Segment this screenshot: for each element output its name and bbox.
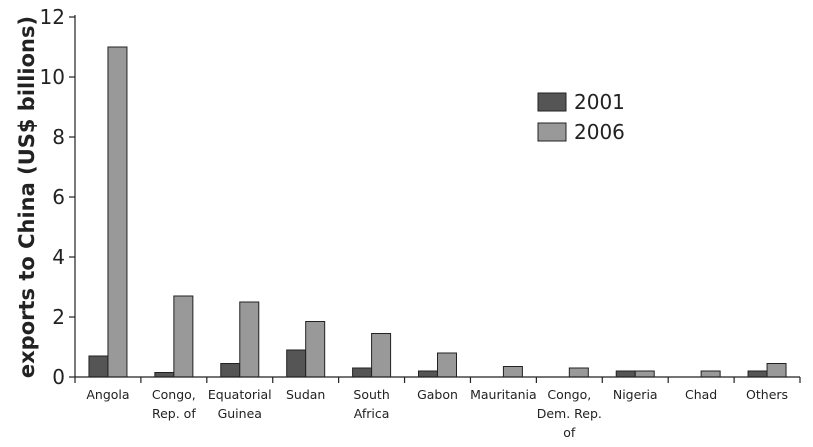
bar-2001-sudan — [286, 349, 307, 378]
y-tick-label: 6 — [52, 185, 65, 209]
x-tick-label-line: Mauritania — [470, 387, 537, 402]
x-tick-label: Nigeria — [613, 387, 658, 402]
y-axis-label-group: exports to China (US$ billions) — [15, 16, 39, 378]
x-tick-label: Mauritania — [470, 387, 537, 402]
x-tick-label-line: Equatorial — [208, 387, 272, 402]
bar-2006-chad — [700, 370, 721, 378]
bar-2006-congo-rep-of — [173, 295, 194, 378]
bar-2006-sudan — [305, 321, 326, 378]
x-tick-label: Others — [746, 387, 788, 402]
bars-group — [88, 46, 787, 378]
x-tick-label-line: Chad — [685, 387, 717, 402]
bar-2001-nigeria — [615, 370, 636, 378]
bar-2001-south-africa — [352, 367, 373, 378]
x-tick-label-line: Rep. of — [152, 406, 196, 421]
legend-swatch-2001 — [537, 92, 567, 112]
bar-2001-congo-rep-of — [154, 372, 175, 378]
y-tick-label: 4 — [52, 245, 65, 269]
x-tick-label: Equatorial Guinea — [208, 387, 272, 421]
y-axis-label: exports to China (US$ billions) — [15, 16, 39, 378]
bar-2001-gabon — [418, 370, 438, 378]
bar-2006-gabon — [437, 352, 457, 378]
x-tick-label-line: Gabon — [417, 387, 458, 402]
x-tick-label: Chad — [685, 387, 717, 402]
bar-2001-angola — [88, 355, 109, 378]
x-axis-ticks: Angola Congo, Rep. of Equatorial Guinea Sudan… — [74, 377, 801, 440]
y-axis-ticks: 0 2 4 6 8 10 12 — [40, 5, 75, 389]
legend: 2001 2006 — [537, 90, 625, 144]
x-tick-label-line: Dem. Rep. — [537, 406, 602, 421]
bar-2006-congo-dem-rep-of — [568, 367, 589, 378]
x-tick-label: Congo, Dem. Rep. of — [537, 387, 602, 440]
bar-2001-equatorial-guinea — [220, 363, 241, 378]
x-tick-label: Congo, Rep. of — [152, 387, 196, 421]
x-tick-label-line: Others — [746, 387, 788, 402]
axes-group — [74, 15, 800, 378]
x-tick-label-line: Congo, — [152, 387, 196, 402]
x-tick-label: Gabon — [417, 387, 458, 402]
bar-2006-equatorial-guinea — [239, 301, 260, 378]
x-tick-label: South Africa — [353, 387, 389, 421]
bar-2006-mauritania — [502, 366, 523, 378]
legend-label-2001: 2001 — [574, 90, 625, 114]
x-tick-label-line: South — [353, 387, 389, 402]
y-tick-label: 10 — [40, 65, 65, 89]
x-tick-label-line: Africa — [354, 406, 390, 421]
bar-2006-nigeria — [634, 370, 655, 378]
bar-2006-angola — [107, 46, 128, 378]
legend-label-2006: 2006 — [574, 120, 625, 144]
y-tick-label: 12 — [40, 5, 65, 29]
bar-2001-others — [747, 370, 768, 378]
y-tick-label: 2 — [52, 305, 65, 329]
x-tick-label: Angola — [86, 387, 129, 402]
x-tick-label-line: Nigeria — [613, 387, 658, 402]
x-tick-label-line: Angola — [86, 387, 129, 402]
y-tick-label: 0 — [52, 365, 65, 389]
x-tick-label-line: Sudan — [286, 387, 325, 402]
x-tick-label-line: Guinea — [218, 406, 262, 421]
bar-2006-south-africa — [371, 333, 392, 378]
x-tick-label-line: of — [563, 425, 576, 440]
x-tick-label: Sudan — [286, 387, 325, 402]
bar-2006-others — [766, 363, 787, 378]
y-tick-label: 8 — [52, 125, 65, 149]
legend-swatch-2006 — [537, 122, 567, 142]
x-tick-label-line: Congo, — [547, 387, 591, 402]
